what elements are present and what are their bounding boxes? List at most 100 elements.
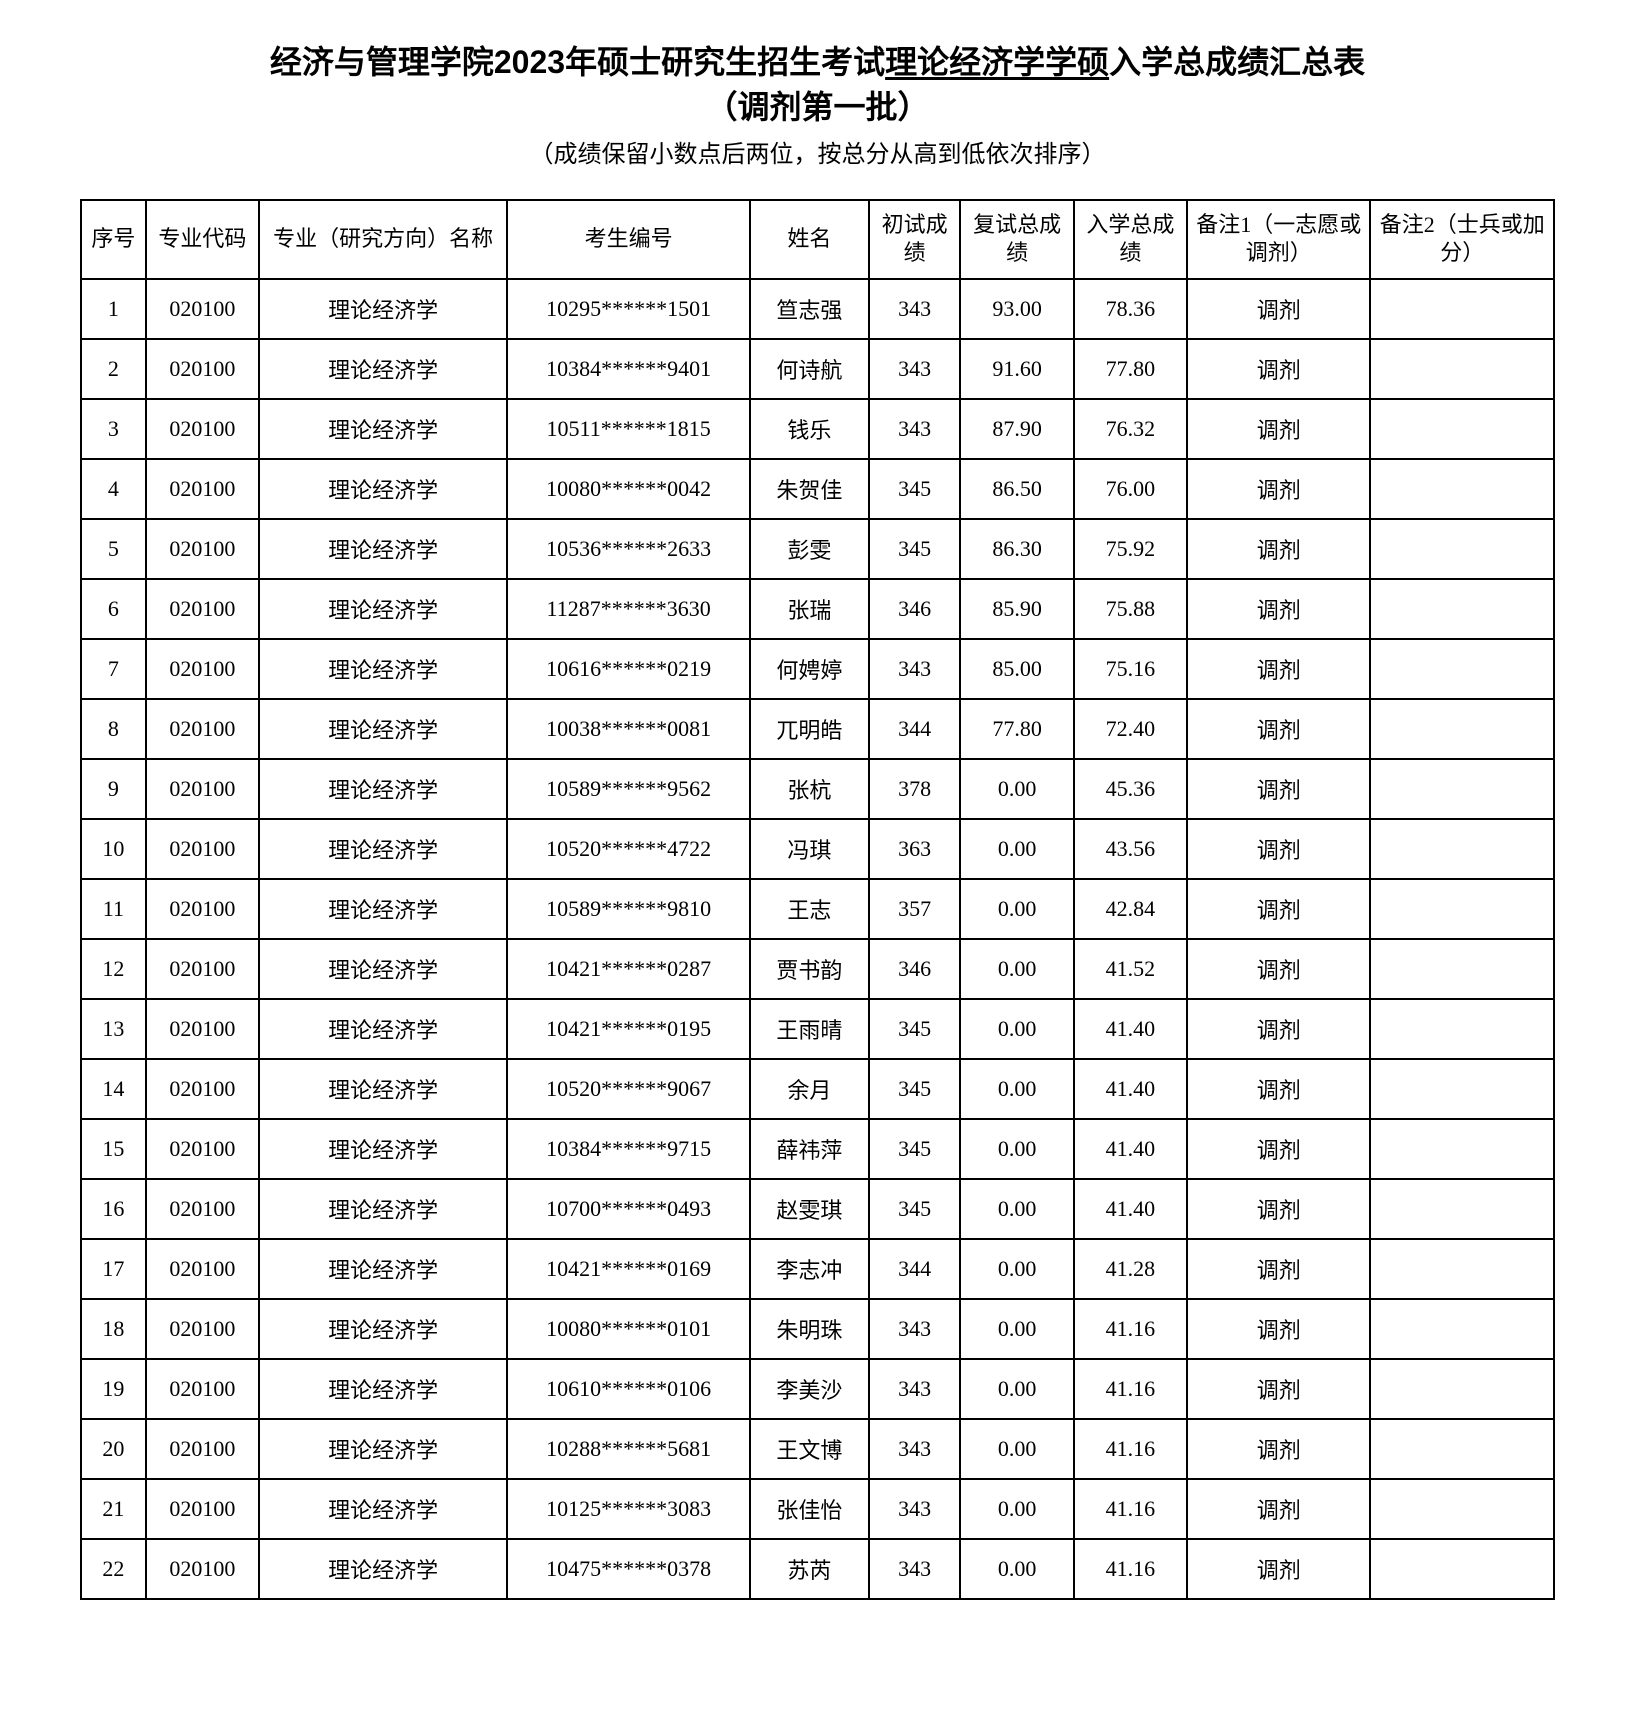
table-cell: 理论经济学 <box>259 1359 507 1419</box>
table-cell <box>1370 1479 1554 1539</box>
table-row: 21020100理论经济学10125******3083张佳怡3430.0041… <box>81 1479 1554 1539</box>
table-cell: 41.16 <box>1074 1419 1187 1479</box>
table-cell: 14 <box>81 1059 146 1119</box>
table-row: 11020100理论经济学10589******9810王志3570.0042.… <box>81 879 1554 939</box>
table-cell: 020100 <box>146 1059 259 1119</box>
table-cell: 10080******0101 <box>507 1299 750 1359</box>
table-cell: 86.30 <box>960 519 1073 579</box>
table-cell <box>1370 279 1554 339</box>
table-cell: 41.16 <box>1074 1479 1187 1539</box>
table-row: 5020100理论经济学10536******2633彭雯34586.3075.… <box>81 519 1554 579</box>
table-cell <box>1370 1239 1554 1299</box>
table-cell: 理论经济学 <box>259 759 507 819</box>
table-cell: 调剂 <box>1187 1299 1370 1359</box>
table-cell: 13 <box>81 999 146 1059</box>
table-cell: 345 <box>869 1119 961 1179</box>
table-cell: 赵雯琪 <box>750 1179 869 1239</box>
table-cell: 343 <box>869 399 961 459</box>
table-cell: 调剂 <box>1187 1419 1370 1479</box>
table-cell: 理论经济学 <box>259 1059 507 1119</box>
table-cell: 10511******1815 <box>507 399 750 459</box>
table-cell: 10520******4722 <box>507 819 750 879</box>
table-cell: 87.90 <box>960 399 1073 459</box>
table-cell: 020100 <box>146 399 259 459</box>
table-cell: 75.16 <box>1074 639 1187 699</box>
table-header-row: 序号专业代码专业（研究方向）名称考生编号姓名初试成绩复试总成绩入学总成绩备注1（… <box>81 200 1554 279</box>
column-header: 考生编号 <box>507 200 750 279</box>
table-cell: 0.00 <box>960 939 1073 999</box>
table-cell: 理论经济学 <box>259 1179 507 1239</box>
table-cell: 346 <box>869 939 961 999</box>
table-row: 9020100理论经济学10589******9562张杭3780.0045.3… <box>81 759 1554 819</box>
table-row: 14020100理论经济学10520******9067余月3450.0041.… <box>81 1059 1554 1119</box>
table-cell: 调剂 <box>1187 459 1370 519</box>
table-cell: 10080******0042 <box>507 459 750 519</box>
table-cell: 调剂 <box>1187 639 1370 699</box>
table-cell: 10475******0378 <box>507 1539 750 1599</box>
table-cell: 10536******2633 <box>507 519 750 579</box>
column-header: 姓名 <box>750 200 869 279</box>
table-cell: 10384******9715 <box>507 1119 750 1179</box>
table-cell: 85.00 <box>960 639 1073 699</box>
table-row: 22020100理论经济学10475******0378苏芮3430.0041.… <box>81 1539 1554 1599</box>
table-body: 1020100理论经济学10295******1501笪志强34393.0078… <box>81 279 1554 1599</box>
table-cell: 41.40 <box>1074 1059 1187 1119</box>
table-cell: 1 <box>81 279 146 339</box>
table-cell: 19 <box>81 1359 146 1419</box>
table-cell <box>1370 399 1554 459</box>
table-cell: 15 <box>81 1119 146 1179</box>
table-cell: 77.80 <box>960 699 1073 759</box>
table-cell: 344 <box>869 699 961 759</box>
table-cell: 0.00 <box>960 1539 1073 1599</box>
table-cell: 343 <box>869 1479 961 1539</box>
table-cell: 理论经济学 <box>259 699 507 759</box>
table-cell: 调剂 <box>1187 399 1370 459</box>
table-cell: 17 <box>81 1239 146 1299</box>
table-cell: 345 <box>869 519 961 579</box>
table-cell: 6 <box>81 579 146 639</box>
table-cell: 41.28 <box>1074 1239 1187 1299</box>
table-cell: 76.32 <box>1074 399 1187 459</box>
table-cell: 何诗航 <box>750 339 869 399</box>
table-cell: 理论经济学 <box>259 279 507 339</box>
table-cell: 10589******9562 <box>507 759 750 819</box>
table-cell: 10616******0219 <box>507 639 750 699</box>
table-cell: 0.00 <box>960 1119 1073 1179</box>
table-cell: 3 <box>81 399 146 459</box>
table-cell: 75.92 <box>1074 519 1187 579</box>
table-cell: 21 <box>81 1479 146 1539</box>
table-cell: 10520******9067 <box>507 1059 750 1119</box>
table-cell: 0.00 <box>960 1359 1073 1419</box>
column-header: 备注2（士兵或加分） <box>1370 200 1554 279</box>
table-cell: 16 <box>81 1179 146 1239</box>
table-cell <box>1370 1179 1554 1239</box>
table-cell <box>1370 1119 1554 1179</box>
table-cell: 10288******5681 <box>507 1419 750 1479</box>
table-cell: 调剂 <box>1187 759 1370 819</box>
table-cell: 朱贺佳 <box>750 459 869 519</box>
table-cell: 0.00 <box>960 999 1073 1059</box>
table-cell: 020100 <box>146 879 259 939</box>
table-row: 17020100理论经济学10421******0169李志冲3440.0041… <box>81 1239 1554 1299</box>
table-cell: 调剂 <box>1187 819 1370 879</box>
table-row: 4020100理论经济学10080******0042朱贺佳34586.5076… <box>81 459 1554 519</box>
table-cell <box>1370 579 1554 639</box>
table-cell: 理论经济学 <box>259 519 507 579</box>
table-cell: 345 <box>869 1059 961 1119</box>
table-cell: 调剂 <box>1187 999 1370 1059</box>
table-cell: 调剂 <box>1187 1539 1370 1599</box>
table-cell: 彭雯 <box>750 519 869 579</box>
table-cell: 10700******0493 <box>507 1179 750 1239</box>
table-cell: 72.40 <box>1074 699 1187 759</box>
table-cell: 86.50 <box>960 459 1073 519</box>
table-cell: 0.00 <box>960 1299 1073 1359</box>
table-cell <box>1370 1419 1554 1479</box>
table-cell: 85.90 <box>960 579 1073 639</box>
table-cell: 75.88 <box>1074 579 1187 639</box>
table-cell: 8 <box>81 699 146 759</box>
table-cell: 10295******1501 <box>507 279 750 339</box>
table-cell: 345 <box>869 999 961 1059</box>
table-cell: 0.00 <box>960 1059 1073 1119</box>
table-cell: 0.00 <box>960 819 1073 879</box>
table-cell <box>1370 1059 1554 1119</box>
